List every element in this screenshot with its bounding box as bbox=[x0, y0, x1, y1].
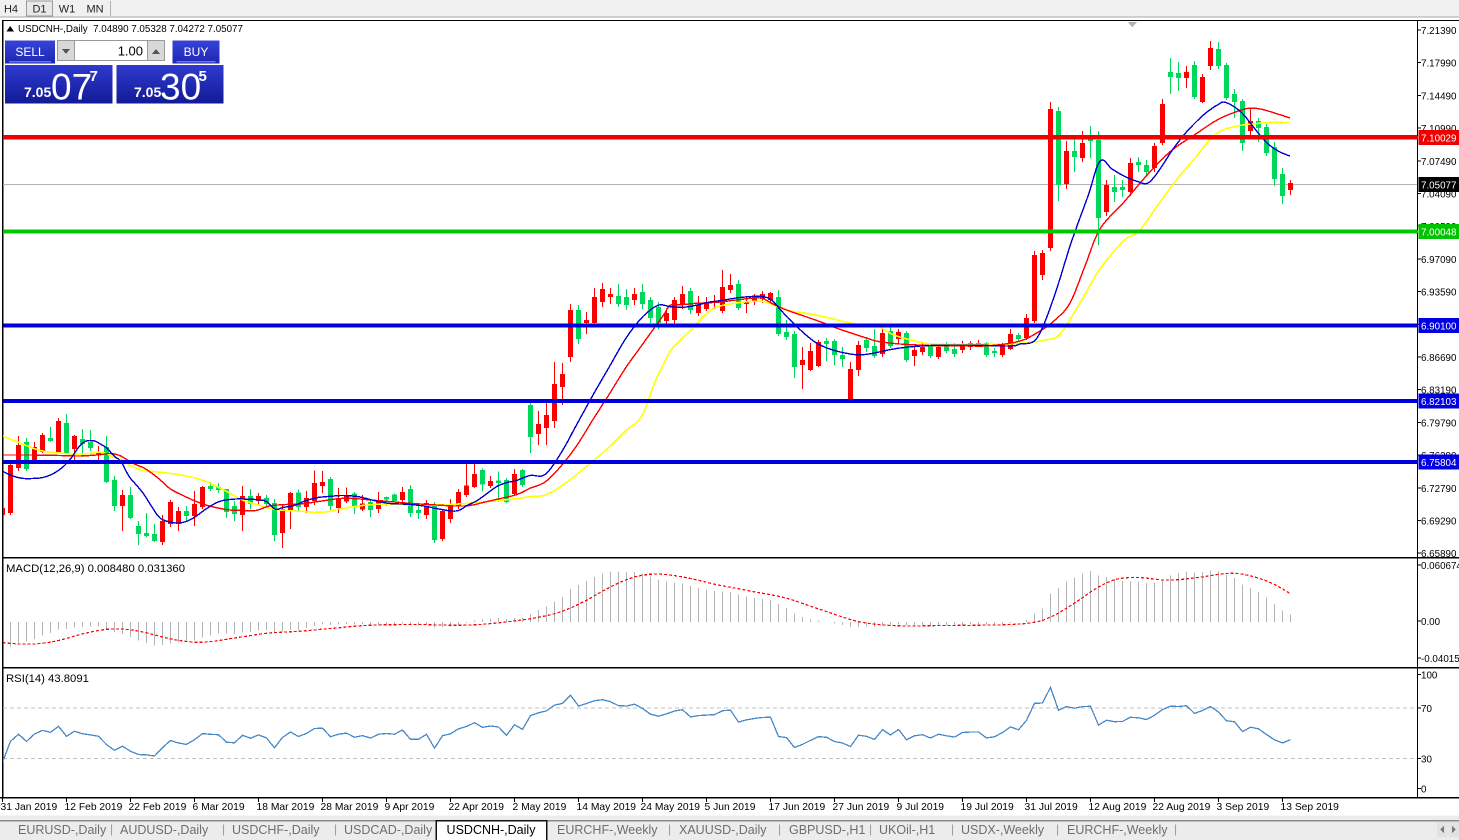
svg-text:7.05: 7.05 bbox=[24, 84, 51, 100]
svg-text:|: | bbox=[110, 822, 113, 836]
svg-text:0.00: 0.00 bbox=[1421, 617, 1441, 628]
svg-text:H4: H4 bbox=[4, 4, 18, 16]
svg-text:7.10029: 7.10029 bbox=[1421, 133, 1456, 144]
svg-text:07: 07 bbox=[51, 67, 92, 108]
svg-text:BUY: BUY bbox=[184, 45, 209, 59]
svg-text:7.10990: 7.10990 bbox=[1421, 124, 1457, 135]
svg-text:9 Apr 2019: 9 Apr 2019 bbox=[385, 802, 435, 813]
svg-text:22 Feb 2019: 22 Feb 2019 bbox=[129, 802, 187, 813]
svg-text:|: | bbox=[869, 822, 872, 836]
svg-text:12 Aug 2019: 12 Aug 2019 bbox=[1089, 802, 1147, 813]
svg-text:MACD(12,26,9) 0.008480 0.03136: MACD(12,26,9) 0.008480 0.031360 bbox=[6, 563, 185, 575]
svg-text:USDCNH-,Daily: USDCNH-,Daily bbox=[447, 823, 537, 837]
svg-text:6.65890: 6.65890 bbox=[1421, 549, 1457, 560]
svg-text:|: | bbox=[778, 822, 781, 836]
svg-text:7: 7 bbox=[90, 68, 98, 85]
svg-text:7.04090: 7.04090 bbox=[1421, 190, 1457, 201]
svg-text:GBPUSD-,H1: GBPUSD-,H1 bbox=[789, 823, 865, 837]
svg-text:22 Apr 2019: 22 Apr 2019 bbox=[449, 802, 505, 813]
svg-text:6.72790: 6.72790 bbox=[1421, 484, 1457, 495]
svg-text:30: 30 bbox=[1421, 754, 1432, 765]
svg-text:19 Jul 2019: 19 Jul 2019 bbox=[961, 802, 1015, 813]
svg-text:USDX-,Weekly: USDX-,Weekly bbox=[961, 823, 1045, 837]
svg-text:3 Sep 2019: 3 Sep 2019 bbox=[1217, 802, 1270, 813]
svg-text:31 Jan 2019: 31 Jan 2019 bbox=[1, 802, 58, 813]
svg-text:6.86690: 6.86690 bbox=[1421, 353, 1457, 364]
svg-text:6.97090: 6.97090 bbox=[1421, 255, 1457, 266]
svg-text:|: | bbox=[668, 822, 671, 836]
svg-text:|: | bbox=[334, 822, 337, 836]
svg-text:6.69290: 6.69290 bbox=[1421, 517, 1457, 528]
svg-text:AUDUSD-,Daily: AUDUSD-,Daily bbox=[120, 823, 209, 837]
svg-text:0.060674: 0.060674 bbox=[1421, 561, 1459, 572]
svg-text:13 Sep 2019: 13 Sep 2019 bbox=[1281, 802, 1340, 813]
svg-text:7.21390: 7.21390 bbox=[1421, 26, 1457, 37]
svg-text:70: 70 bbox=[1421, 704, 1432, 715]
svg-text:6.83190: 6.83190 bbox=[1421, 386, 1457, 397]
svg-text:14 May 2019: 14 May 2019 bbox=[577, 802, 637, 813]
svg-text:17 Jun 2019: 17 Jun 2019 bbox=[769, 802, 826, 813]
svg-text:5 Jun 2019: 5 Jun 2019 bbox=[705, 802, 756, 813]
svg-text:EURCHF-,Weekly: EURCHF-,Weekly bbox=[1067, 823, 1168, 837]
svg-text:USDCHF-,Daily: USDCHF-,Daily bbox=[232, 823, 320, 837]
svg-text:22 Aug 2019: 22 Aug 2019 bbox=[1153, 802, 1211, 813]
svg-text:18 Mar 2019: 18 Mar 2019 bbox=[257, 802, 315, 813]
svg-text:7.05: 7.05 bbox=[134, 84, 161, 100]
svg-text:6.90100: 6.90100 bbox=[1421, 322, 1457, 333]
svg-text:7.14490: 7.14490 bbox=[1421, 91, 1457, 102]
svg-text:D1: D1 bbox=[32, 4, 46, 16]
svg-text:6.79790: 6.79790 bbox=[1421, 418, 1457, 429]
svg-text:XAUUSD-,Daily: XAUUSD-,Daily bbox=[679, 823, 767, 837]
svg-text:9 Jul 2019: 9 Jul 2019 bbox=[897, 802, 945, 813]
svg-text:RSI(14) 43.8091: RSI(14) 43.8091 bbox=[6, 673, 89, 685]
svg-text:USDCAD-,Daily: USDCAD-,Daily bbox=[344, 823, 433, 837]
svg-text:12 Feb 2019: 12 Feb 2019 bbox=[65, 802, 123, 813]
svg-text:27 Jun 2019: 27 Jun 2019 bbox=[833, 802, 890, 813]
svg-text:7.00048: 7.00048 bbox=[1421, 227, 1457, 238]
svg-text:30: 30 bbox=[160, 67, 201, 108]
svg-text:5: 5 bbox=[199, 68, 207, 85]
svg-text:SELL: SELL bbox=[15, 45, 45, 59]
svg-text:W1: W1 bbox=[59, 4, 76, 16]
svg-text:|: | bbox=[1174, 822, 1177, 836]
svg-text:|: | bbox=[951, 822, 954, 836]
svg-text:7.17990: 7.17990 bbox=[1421, 59, 1457, 70]
svg-text:|: | bbox=[1056, 822, 1059, 836]
svg-text:6 Mar 2019: 6 Mar 2019 bbox=[193, 802, 245, 813]
svg-text:-0.040152: -0.040152 bbox=[1421, 654, 1459, 665]
svg-text:6.82103: 6.82103 bbox=[1421, 397, 1457, 408]
svg-text:6.75804: 6.75804 bbox=[1421, 458, 1457, 469]
svg-text:24 May 2019: 24 May 2019 bbox=[641, 802, 701, 813]
svg-text:|: | bbox=[222, 822, 225, 836]
svg-text:1.00: 1.00 bbox=[118, 44, 143, 59]
svg-text:7.05077: 7.05077 bbox=[1421, 181, 1456, 192]
svg-text:MN: MN bbox=[86, 4, 103, 16]
svg-text:2 May 2019: 2 May 2019 bbox=[513, 802, 567, 813]
svg-text:UKOil-,H1: UKOil-,H1 bbox=[879, 823, 935, 837]
svg-text:28 Mar 2019: 28 Mar 2019 bbox=[321, 802, 379, 813]
svg-text:100: 100 bbox=[1421, 671, 1438, 682]
svg-text:EURCHF-,Weekly: EURCHF-,Weekly bbox=[557, 823, 658, 837]
svg-text:6.93590: 6.93590 bbox=[1421, 288, 1457, 299]
svg-text:USDCNH-,Daily 7.04890 7.05328: USDCNH-,Daily 7.04890 7.05328 7.04272 7.… bbox=[18, 24, 243, 35]
svg-text:7.07490: 7.07490 bbox=[1421, 157, 1457, 168]
svg-text:0: 0 bbox=[1421, 784, 1427, 795]
svg-text:EURUSD-,Daily: EURUSD-,Daily bbox=[18, 823, 107, 837]
svg-text:31 Jul 2019: 31 Jul 2019 bbox=[1025, 802, 1079, 813]
